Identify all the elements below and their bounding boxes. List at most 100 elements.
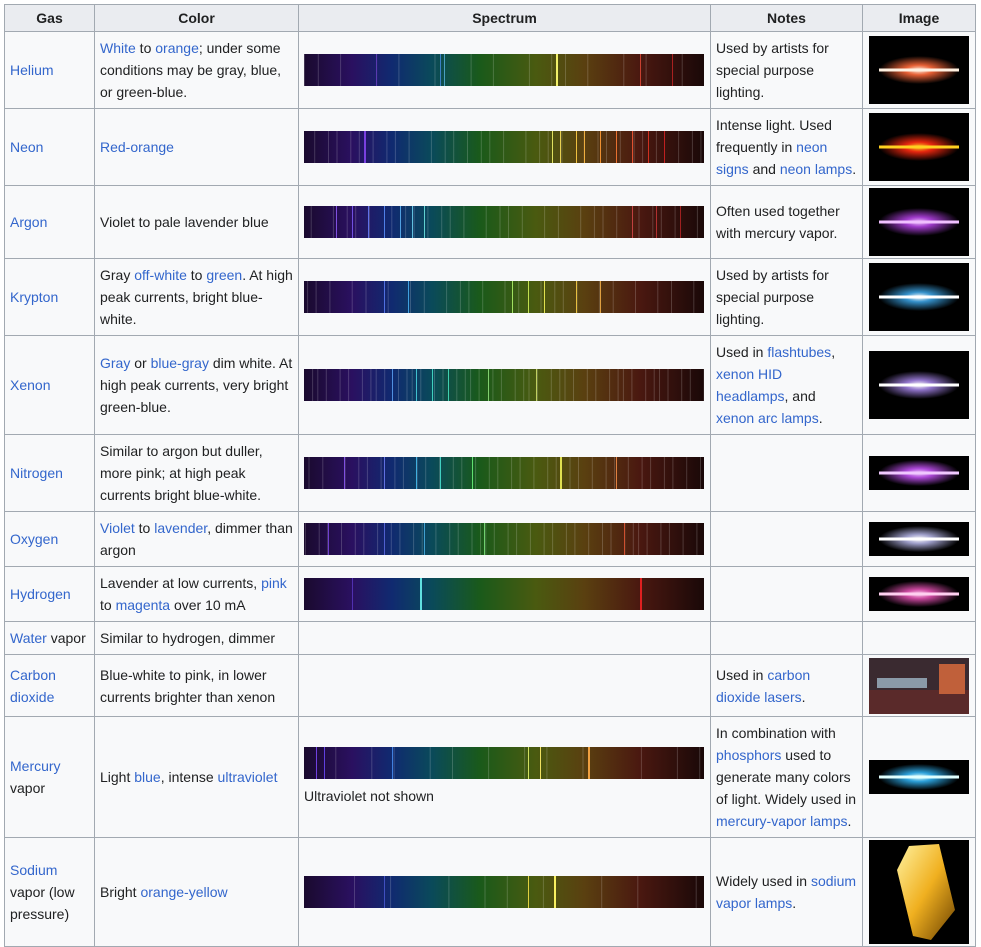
- wiki-link[interactable]: Violet: [100, 520, 135, 536]
- spectrum-faint-line: [488, 457, 490, 489]
- discharge-tube-photo[interactable]: [869, 522, 969, 556]
- spectrum-background: [304, 131, 704, 163]
- wiki-link[interactable]: Hydrogen: [10, 586, 71, 602]
- wiki-link[interactable]: Xenon: [10, 377, 51, 393]
- wiki-link[interactable]: lavender: [154, 520, 208, 536]
- wiki-link[interactable]: Oxygen: [10, 531, 59, 547]
- wiki-link[interactable]: Neon: [10, 139, 44, 155]
- notes-cell: [710, 621, 863, 655]
- color-cell: Similar to argon but duller, more pink; …: [94, 434, 299, 512]
- wiki-link[interactable]: pink: [261, 575, 287, 591]
- discharge-tube-photo[interactable]: [869, 351, 969, 419]
- spectrum-faint-line: [580, 206, 582, 238]
- spectrum-faint-line: [554, 281, 556, 313]
- gas-discharge-table: Gas Color Spectrum Notes Image Helium Whi…: [4, 4, 976, 947]
- spectrum-faint-line: [410, 281, 411, 313]
- spectrum-faint-line: [504, 281, 506, 313]
- color-cell: Gray or blue-gray dim white. At high pea…: [94, 335, 299, 435]
- spectral-line: [552, 131, 553, 163]
- wiki-link[interactable]: blue: [134, 769, 161, 785]
- header-spectrum[interactable]: Spectrum: [298, 4, 711, 32]
- wiki-link[interactable]: mercury-vapor lamps: [716, 813, 848, 829]
- discharge-tube-photo[interactable]: [869, 263, 969, 331]
- wiki-link[interactable]: Nitrogen: [10, 465, 63, 481]
- wiki-link[interactable]: White: [100, 40, 136, 56]
- spectrum-background: [304, 281, 704, 313]
- wiki-link[interactable]: off-white: [134, 267, 187, 283]
- image-cell: [862, 434, 976, 512]
- gas-cell: Krypton: [4, 258, 95, 336]
- cell-text: , intense: [160, 769, 218, 785]
- wiki-link[interactable]: xenon HID headlamps: [716, 366, 785, 404]
- emission-spectrum: [304, 54, 704, 86]
- spectrum-faint-line: [633, 131, 635, 163]
- cell-text: vapor: [10, 780, 46, 796]
- spectrum-faint-line: [516, 523, 518, 555]
- spectral-line: [672, 54, 673, 86]
- cell-text: Violet to pale lavender blue: [100, 214, 269, 230]
- co2-laser-photo[interactable]: [869, 657, 969, 714]
- spectrum-faint-line: [416, 457, 418, 489]
- wiki-link[interactable]: ultraviolet: [217, 769, 278, 785]
- discharge-tube-photo[interactable]: [869, 760, 969, 794]
- cell-text: .: [801, 688, 806, 705]
- header-color[interactable]: Color: [94, 4, 299, 32]
- wiki-link[interactable]: Krypton: [10, 289, 59, 305]
- wiki-link[interactable]: Helium: [10, 62, 54, 78]
- spectrum-faint-line: [398, 369, 399, 401]
- spectrum-faint-line: [642, 131, 644, 163]
- discharge-tube-photo[interactable]: [869, 188, 969, 256]
- spectrum-faint-line: [551, 54, 553, 86]
- spectrum-faint-line: [703, 369, 704, 401]
- wiki-link[interactable]: blue-gray: [150, 355, 209, 371]
- spectrum-faint-line: [467, 131, 468, 163]
- header-image[interactable]: Image: [862, 4, 976, 32]
- table-row: Mercury vapor Light blue, intense ultravi…: [4, 716, 976, 838]
- wiki-link[interactable]: Gray: [100, 355, 131, 371]
- spectrum-faint-line: [672, 457, 674, 489]
- wiki-link[interactable]: Water: [10, 630, 47, 646]
- spectrum-faint-line: [660, 523, 662, 555]
- wiki-link[interactable]: orange-yellow: [140, 884, 228, 900]
- sodium-lamp-photo[interactable]: [869, 840, 969, 944]
- spectrum-faint-line: [351, 281, 353, 313]
- wiki-link[interactable]: xenon arc lamps: [716, 410, 819, 426]
- wiki-link[interactable]: Argon: [10, 214, 48, 230]
- spectrum-faint-line: [547, 457, 549, 489]
- spectrum-faint-line: [627, 457, 629, 489]
- wiki-link[interactable]: green: [206, 267, 243, 283]
- wiki-link[interactable]: neon signs: [716, 139, 828, 177]
- wiki-link[interactable]: orange: [155, 40, 199, 56]
- spectrum-faint-line: [406, 369, 408, 401]
- spectrum-faint-line: [582, 747, 584, 779]
- spectrum-faint-line: [435, 523, 437, 555]
- wiki-link[interactable]: Mercury: [10, 758, 61, 774]
- spectral-line: [576, 131, 577, 163]
- wiki-link[interactable]: flashtubes: [767, 344, 832, 360]
- wiki-link[interactable]: carbon dioxide lasers: [716, 666, 811, 705]
- cell-text: Gray: [100, 267, 135, 283]
- wiki-link[interactable]: Carbon dioxide: [10, 666, 56, 705]
- emission-spectrum: [304, 281, 704, 313]
- spectral-line: [616, 457, 617, 489]
- wiki-link[interactable]: Sodium: [10, 862, 58, 878]
- spectrum-faint-line: [638, 206, 640, 238]
- wiki-link[interactable]: phosphors: [716, 747, 782, 763]
- spectrum-faint-line: [480, 131, 482, 163]
- spectrum-faint-line: [341, 523, 342, 555]
- discharge-tube-photo[interactable]: [869, 113, 969, 181]
- discharge-tube-photo[interactable]: [869, 577, 969, 611]
- notes-cell: In combination with phosphors used to ge…: [710, 716, 863, 838]
- wiki-link[interactable]: magenta: [115, 597, 171, 613]
- wiki-link[interactable]: Red-orange: [100, 139, 174, 155]
- spectrum-faint-line: [398, 54, 400, 86]
- discharge-tube-photo[interactable]: [869, 456, 969, 490]
- spectrum-faint-line: [355, 206, 357, 238]
- discharge-tube-photo[interactable]: [869, 36, 969, 104]
- spectrum-faint-line: [492, 54, 494, 86]
- notes-cell: Used by artists for special purpose ligh…: [710, 31, 863, 109]
- header-notes[interactable]: Notes: [710, 4, 863, 32]
- spectrum-faint-line: [606, 131, 607, 163]
- wiki-link[interactable]: neon lamps: [779, 161, 853, 177]
- header-gas[interactable]: Gas: [4, 4, 95, 32]
